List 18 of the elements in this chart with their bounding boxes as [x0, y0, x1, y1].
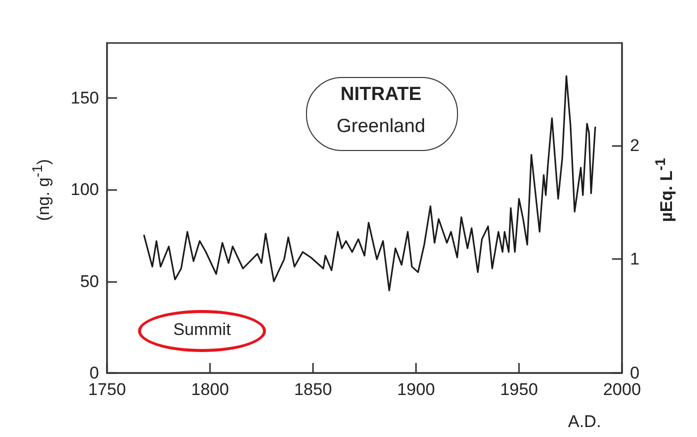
- y2-tick-label: 1: [630, 250, 640, 269]
- y2-tick-label: 0: [630, 364, 640, 382]
- y-tick-label: 50: [80, 272, 99, 291]
- y-tick-label: 0: [90, 364, 99, 382]
- x-axis-title: A.D.: [568, 412, 602, 432]
- y-tick-label: 100: [70, 180, 99, 200]
- x-tick-label: 2000: [603, 380, 641, 399]
- line-series: [143, 75, 596, 292]
- annotation: NITRATE: [340, 84, 422, 106]
- x-tick-label: 1850: [294, 380, 332, 399]
- y-tick-label: 150: [70, 88, 99, 108]
- annotation: Summit: [173, 320, 231, 340]
- x-tick-label: 1800: [191, 380, 229, 399]
- annotation: Greenland: [336, 116, 426, 138]
- x-tick-label: 1900: [397, 380, 435, 399]
- x-tick-label: 1750: [88, 380, 126, 399]
- x-tick-label: 1950: [500, 380, 538, 399]
- y2-tick-label: 2: [630, 136, 640, 155]
